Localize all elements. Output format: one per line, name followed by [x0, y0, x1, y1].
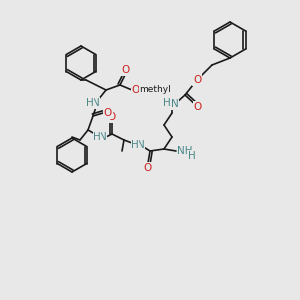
Text: O: O: [104, 108, 112, 118]
Text: O: O: [194, 102, 202, 112]
Text: N: N: [171, 99, 179, 109]
Text: H: H: [93, 132, 101, 142]
Text: O: O: [121, 65, 129, 75]
Text: N: N: [92, 98, 100, 108]
Text: O: O: [193, 75, 201, 85]
Text: H: H: [188, 151, 196, 161]
Text: NH: NH: [177, 146, 193, 156]
Text: O: O: [108, 112, 116, 122]
Text: O: O: [144, 163, 152, 173]
Text: H: H: [86, 98, 94, 108]
Text: methyl: methyl: [139, 85, 171, 94]
Text: H: H: [131, 140, 139, 150]
Text: N: N: [99, 132, 107, 142]
Text: N: N: [137, 140, 145, 150]
Text: O: O: [132, 85, 140, 95]
Text: H: H: [163, 98, 171, 108]
